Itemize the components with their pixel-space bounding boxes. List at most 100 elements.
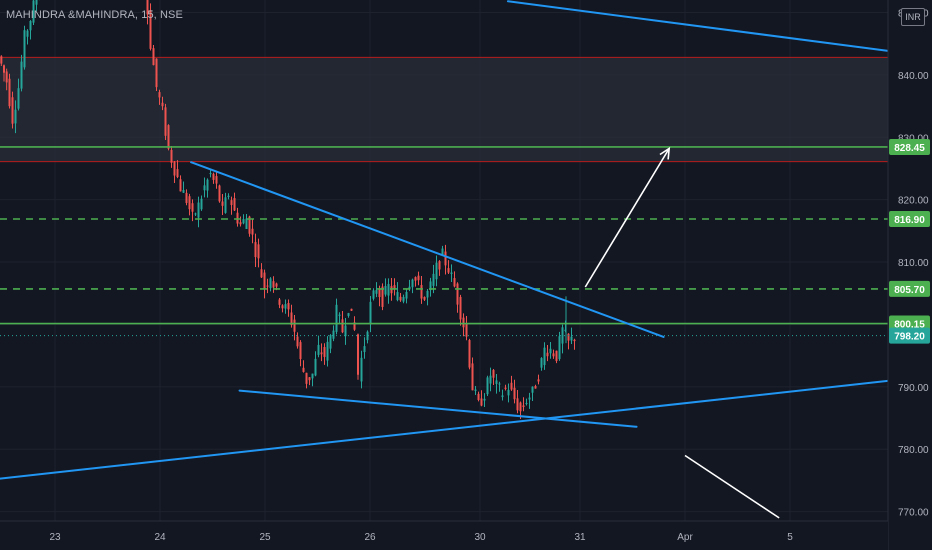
candle-body: [269, 278, 272, 289]
currency-badge[interactable]: INR: [901, 8, 925, 26]
level-badge-800.15: [889, 315, 930, 332]
candle-body: [32, 0, 35, 23]
candle-body: [242, 219, 245, 224]
candle-body: [341, 319, 344, 333]
candle-body: [405, 291, 408, 299]
candle-body: [347, 313, 350, 316]
candle-body: [326, 341, 329, 361]
candle-body: [573, 339, 576, 342]
level-badge-816.90: [889, 211, 930, 228]
y-tick-label: 830.00: [898, 133, 929, 144]
trendline-descending-resistance: [190, 161, 665, 338]
candle-body: [393, 285, 396, 290]
x-tick-label: 31: [574, 532, 586, 543]
candle-body: [492, 369, 495, 378]
candle-body: [20, 61, 23, 89]
horizontal-levels: [0, 146, 888, 337]
candle-body: [528, 397, 531, 400]
arrow-bullish-projection: [584, 148, 670, 288]
candle-body: [8, 78, 11, 107]
candle-body: [558, 336, 561, 360]
candle-body: [402, 296, 405, 302]
candle-body: [29, 20, 32, 31]
candle-body: [507, 389, 510, 396]
candle-body: [3, 65, 5, 73]
projection-arrows: [584, 146, 780, 519]
candle-body: [462, 317, 465, 328]
price-axis-bg: [888, 0, 932, 550]
candle-body: [260, 269, 263, 278]
candlestick-series: [0, 0, 576, 420]
x-tick-label: 5: [787, 532, 793, 543]
candle-body: [212, 173, 215, 180]
candle-body: [239, 222, 242, 225]
candle-body: [456, 283, 459, 305]
candle-body: [254, 242, 257, 258]
candle-body: [218, 185, 221, 202]
trendline-lower-support: [238, 389, 638, 428]
candle-body: [513, 387, 516, 400]
candle-body: [182, 190, 185, 193]
candle-body: [11, 97, 14, 124]
x-tick-label: 23: [49, 532, 61, 543]
candle-body: [338, 314, 341, 316]
candle-body: [444, 251, 447, 266]
arrowhead-bullish-projection: [659, 146, 671, 160]
candle-body: [501, 395, 504, 398]
candle-body: [293, 319, 296, 332]
candle-body: [335, 304, 338, 332]
trendlines: [0, 0, 892, 480]
candle-body: [311, 373, 314, 379]
candle-body: [296, 336, 299, 347]
candle-body: [519, 402, 522, 412]
candle-body: [287, 303, 290, 310]
candle-body: [194, 213, 197, 215]
candle-body: [257, 244, 260, 259]
candle-body: [570, 336, 573, 341]
candle-body: [369, 301, 372, 325]
candle-body: [468, 340, 471, 368]
time-axis-bg: [0, 521, 888, 550]
last-price-badge: [889, 327, 930, 344]
candle-body: [203, 185, 206, 191]
candle-body: [17, 88, 20, 109]
candle-body: [372, 290, 375, 299]
candle-body: [561, 327, 564, 344]
candle-body: [263, 272, 266, 289]
candle-body: [450, 272, 453, 274]
trendline-upper-channel: [506, 0, 892, 53]
candle-body: [357, 334, 359, 375]
candle-body: [206, 179, 209, 191]
x-tick-label: Apr: [677, 532, 693, 543]
y-tick-label: 780.00: [898, 445, 929, 456]
candle-body: [248, 216, 251, 234]
candle-body: [185, 192, 188, 203]
candle-body: [191, 203, 194, 212]
candle-body: [176, 169, 179, 178]
candle-body: [221, 201, 224, 206]
candle-body: [320, 352, 323, 355]
candle-body: [149, 10, 152, 49]
candle-body: [200, 198, 203, 210]
level-badge-text: 816.90: [894, 215, 925, 226]
candle-body: [537, 379, 540, 382]
resistance-zone: [0, 56, 888, 163]
candle-body: [498, 383, 501, 385]
candle-body: [396, 292, 399, 301]
candle-body: [302, 367, 305, 372]
candle-body: [399, 296, 402, 301]
candle-body: [453, 278, 456, 287]
candle-body: [278, 299, 281, 305]
candle-body: [173, 161, 176, 176]
candle-body: [284, 304, 287, 309]
candle-body: [323, 347, 326, 357]
candle-body: [432, 273, 435, 286]
candle-body: [480, 398, 483, 406]
candle-body: [164, 107, 167, 136]
level-badge-text: 805.70: [894, 285, 925, 296]
candle-body: [447, 268, 450, 273]
candle-body: [483, 398, 486, 401]
